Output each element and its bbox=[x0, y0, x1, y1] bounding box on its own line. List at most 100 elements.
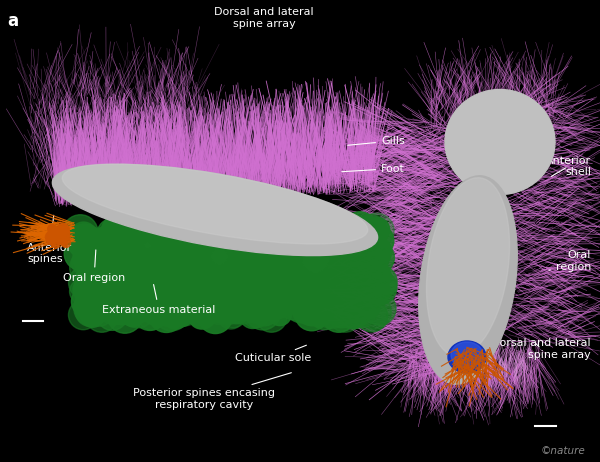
Circle shape bbox=[314, 295, 349, 329]
Circle shape bbox=[295, 263, 320, 289]
Circle shape bbox=[278, 288, 310, 320]
Circle shape bbox=[87, 270, 121, 304]
Circle shape bbox=[124, 268, 158, 303]
Circle shape bbox=[335, 231, 352, 248]
Circle shape bbox=[130, 231, 152, 253]
Circle shape bbox=[202, 240, 235, 272]
Circle shape bbox=[338, 273, 347, 283]
Circle shape bbox=[158, 248, 184, 273]
Circle shape bbox=[222, 228, 238, 243]
Circle shape bbox=[205, 302, 215, 312]
Circle shape bbox=[151, 298, 165, 312]
Circle shape bbox=[77, 280, 91, 293]
Circle shape bbox=[119, 260, 138, 279]
Circle shape bbox=[324, 259, 352, 286]
Circle shape bbox=[193, 297, 211, 315]
Circle shape bbox=[98, 231, 128, 261]
Circle shape bbox=[98, 241, 130, 274]
Circle shape bbox=[186, 304, 208, 325]
Circle shape bbox=[352, 230, 368, 246]
Circle shape bbox=[365, 279, 377, 291]
Circle shape bbox=[155, 240, 181, 265]
Circle shape bbox=[312, 298, 331, 317]
Circle shape bbox=[140, 252, 149, 261]
Circle shape bbox=[88, 281, 115, 308]
Circle shape bbox=[293, 300, 316, 322]
Circle shape bbox=[363, 265, 397, 299]
Circle shape bbox=[221, 220, 257, 255]
Circle shape bbox=[180, 273, 214, 308]
Circle shape bbox=[118, 292, 125, 298]
Circle shape bbox=[133, 219, 154, 240]
Circle shape bbox=[219, 299, 247, 328]
Circle shape bbox=[190, 233, 220, 264]
Circle shape bbox=[225, 251, 246, 273]
Circle shape bbox=[119, 258, 135, 274]
Circle shape bbox=[238, 234, 264, 259]
Circle shape bbox=[319, 279, 344, 305]
Circle shape bbox=[194, 290, 209, 304]
Circle shape bbox=[258, 310, 270, 322]
Circle shape bbox=[350, 221, 375, 246]
Circle shape bbox=[125, 269, 146, 290]
Circle shape bbox=[293, 301, 315, 323]
Circle shape bbox=[182, 245, 200, 262]
Circle shape bbox=[238, 252, 250, 263]
Circle shape bbox=[223, 235, 251, 263]
Circle shape bbox=[250, 278, 276, 304]
Circle shape bbox=[174, 287, 181, 294]
Circle shape bbox=[315, 233, 332, 249]
Circle shape bbox=[269, 225, 292, 249]
Circle shape bbox=[67, 224, 102, 258]
Circle shape bbox=[198, 289, 223, 314]
Circle shape bbox=[192, 267, 226, 300]
Circle shape bbox=[164, 231, 180, 247]
Circle shape bbox=[47, 235, 55, 243]
Circle shape bbox=[167, 221, 181, 235]
Circle shape bbox=[299, 299, 314, 314]
Circle shape bbox=[224, 219, 247, 242]
Circle shape bbox=[152, 282, 164, 294]
Circle shape bbox=[335, 268, 359, 292]
Circle shape bbox=[199, 256, 215, 273]
Circle shape bbox=[209, 245, 240, 276]
Circle shape bbox=[47, 232, 55, 240]
Circle shape bbox=[276, 221, 290, 235]
Circle shape bbox=[319, 240, 351, 272]
Circle shape bbox=[163, 255, 189, 280]
Circle shape bbox=[154, 295, 190, 331]
Circle shape bbox=[338, 288, 367, 316]
Circle shape bbox=[130, 266, 154, 290]
Circle shape bbox=[314, 224, 335, 245]
Circle shape bbox=[226, 263, 254, 290]
Circle shape bbox=[308, 270, 319, 281]
Circle shape bbox=[206, 241, 236, 271]
Circle shape bbox=[261, 224, 276, 239]
Circle shape bbox=[230, 281, 263, 315]
Circle shape bbox=[62, 238, 65, 241]
Circle shape bbox=[80, 254, 104, 277]
Circle shape bbox=[101, 214, 136, 249]
Circle shape bbox=[104, 248, 112, 255]
Circle shape bbox=[86, 270, 99, 283]
Circle shape bbox=[286, 284, 299, 298]
Circle shape bbox=[367, 266, 380, 280]
Circle shape bbox=[195, 285, 214, 304]
Circle shape bbox=[237, 252, 272, 286]
Text: Posterior spines encasing
respiratory cavity: Posterior spines encasing respiratory ca… bbox=[133, 373, 292, 410]
Circle shape bbox=[220, 255, 242, 277]
Circle shape bbox=[218, 256, 241, 278]
Circle shape bbox=[284, 269, 311, 296]
Circle shape bbox=[305, 237, 313, 244]
Circle shape bbox=[323, 225, 337, 239]
Circle shape bbox=[50, 228, 55, 234]
Circle shape bbox=[297, 302, 310, 315]
Circle shape bbox=[161, 284, 172, 296]
Circle shape bbox=[49, 225, 55, 231]
Circle shape bbox=[109, 281, 133, 306]
Circle shape bbox=[250, 291, 273, 314]
Circle shape bbox=[127, 231, 157, 261]
Circle shape bbox=[48, 232, 58, 242]
Circle shape bbox=[257, 242, 285, 270]
Circle shape bbox=[185, 266, 220, 301]
